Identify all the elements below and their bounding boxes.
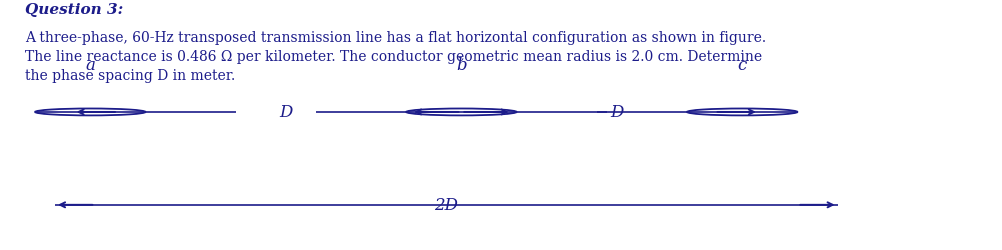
Text: D: D [609, 104, 623, 121]
Text: D: D [279, 104, 293, 121]
Text: 2D: 2D [434, 196, 458, 214]
Text: b: b [456, 56, 466, 74]
Text: Question 3:: Question 3: [25, 2, 123, 16]
Text: A three-phase, 60-Hz transposed transmission line has a flat horizontal configur: A three-phase, 60-Hz transposed transmis… [25, 31, 766, 83]
Text: c: c [736, 56, 746, 74]
Text: a: a [85, 56, 95, 74]
